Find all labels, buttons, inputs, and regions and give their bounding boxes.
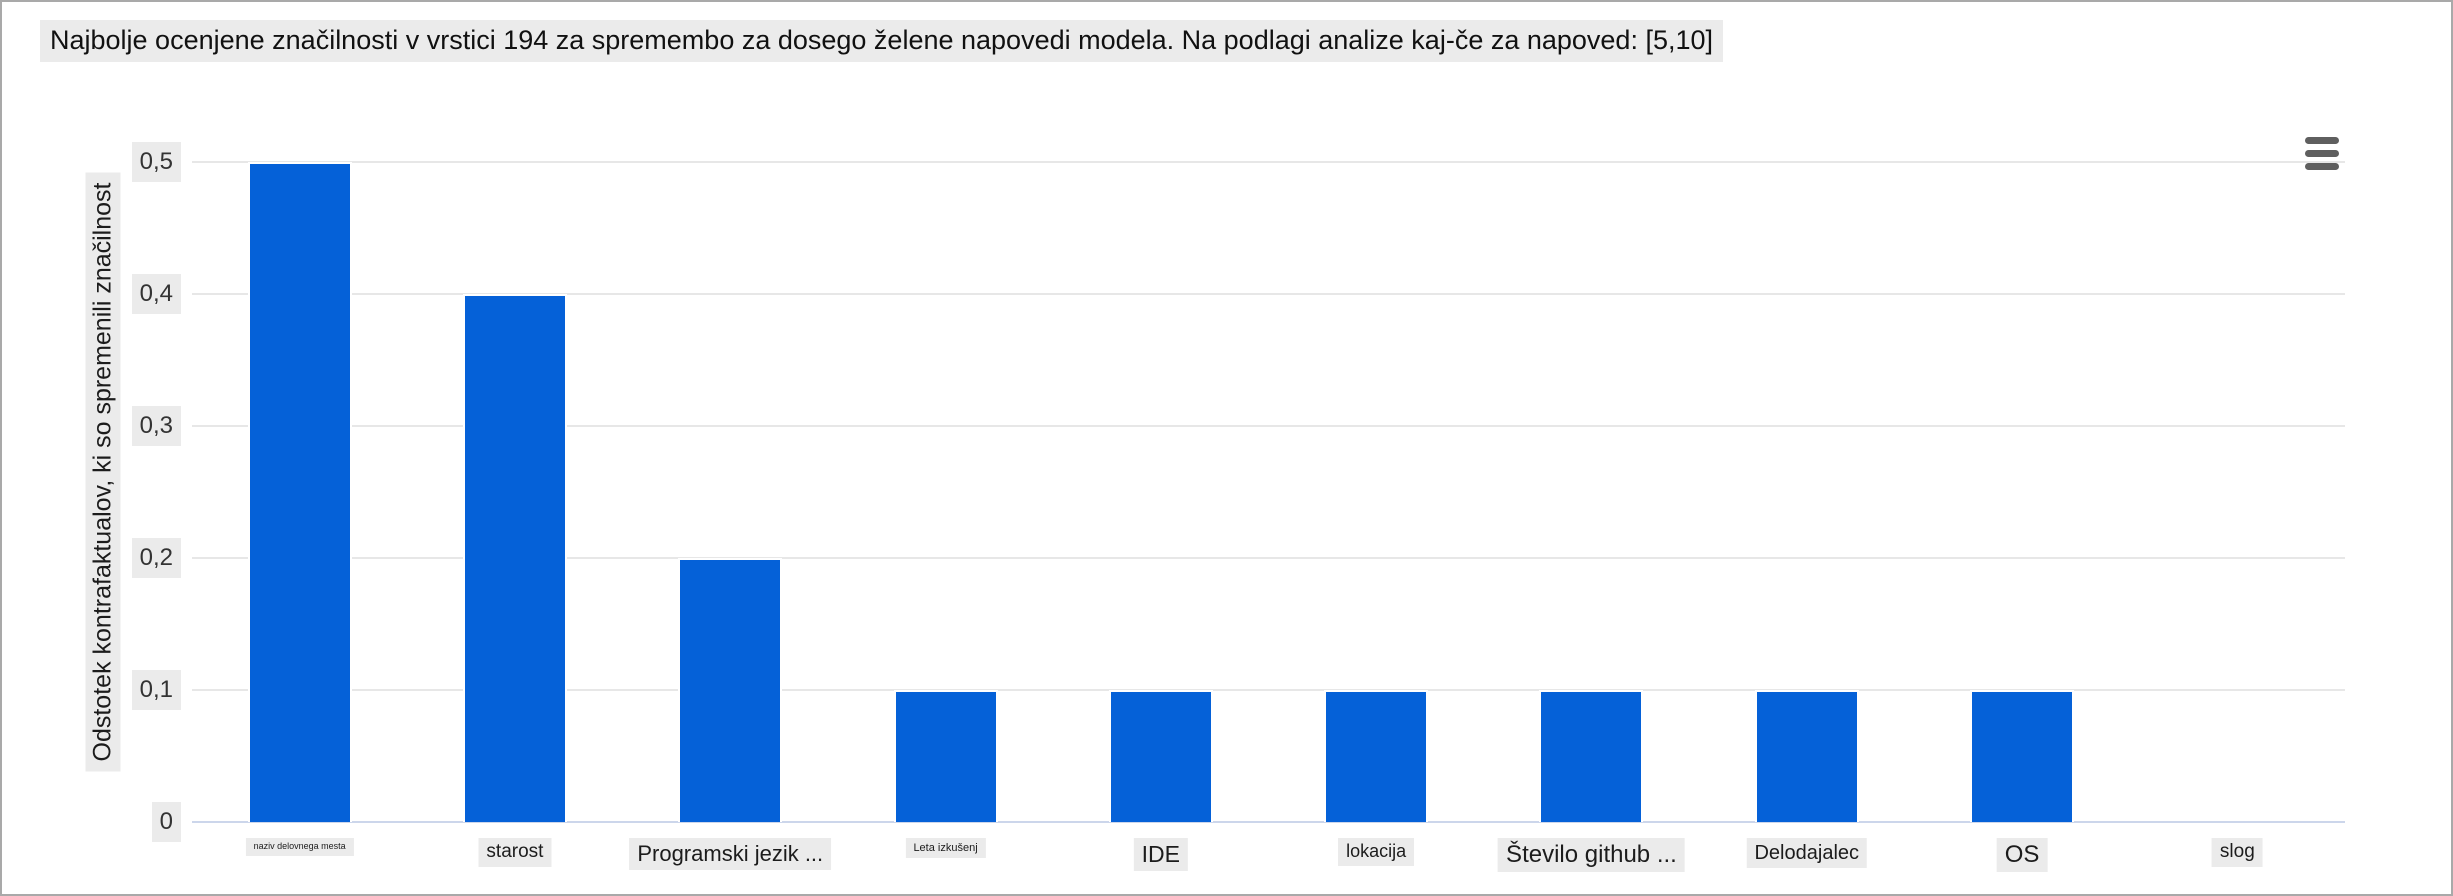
chart-bar[interactable] <box>893 690 998 822</box>
y-axis-tick-label: 0,3 <box>131 406 181 446</box>
y-axis-tick-label: 0,1 <box>131 670 181 710</box>
y-axis-tick-label: 0,2 <box>131 538 181 578</box>
gridline <box>192 161 2345 163</box>
chart-bar[interactable] <box>247 162 352 822</box>
x-axis-label: Programski jezik ... <box>629 838 832 871</box>
y-axis-tick-label: 0 <box>151 802 181 842</box>
chart-bar[interactable] <box>678 558 783 822</box>
x-axis-label: Delodajalec <box>1746 838 1868 868</box>
chart-bar[interactable] <box>1970 690 2075 822</box>
chart-bar[interactable] <box>1324 690 1429 822</box>
y-axis-tick-label: 0,5 <box>131 142 181 182</box>
x-axis-label: slog <box>2211 838 2263 867</box>
chart-bar[interactable] <box>462 294 567 822</box>
y-axis-tick-label: 0,4 <box>131 274 181 314</box>
x-axis-label: Število github ... <box>1498 838 1685 873</box>
gridline <box>192 293 2345 295</box>
x-axis-label: OS <box>1996 838 2048 873</box>
y-axis-title: Odstotek kontrafaktualov, ki so spremeni… <box>85 172 121 772</box>
chart-title: Najbolje ocenjene značilnosti v vrstici … <box>40 20 1724 62</box>
chart-bar[interactable] <box>1539 690 1644 822</box>
x-axis-label: naziv delovnega mesta <box>245 838 354 856</box>
x-axis-line <box>192 821 2345 823</box>
hamburger-menu-icon <box>2305 136 2339 170</box>
gridline <box>192 557 2345 559</box>
gridline <box>192 689 2345 691</box>
x-axis-label: lokacija <box>1338 838 1415 866</box>
chart-context-menu-button[interactable] <box>2296 128 2348 178</box>
x-axis-label: starost <box>478 838 552 867</box>
chart-bar[interactable] <box>1754 690 1859 822</box>
chart-bar[interactable] <box>1108 690 1213 822</box>
gridline <box>192 425 2345 427</box>
x-axis-label: Leta izkušenj <box>905 838 986 859</box>
x-axis-label: IDE <box>1133 838 1189 872</box>
